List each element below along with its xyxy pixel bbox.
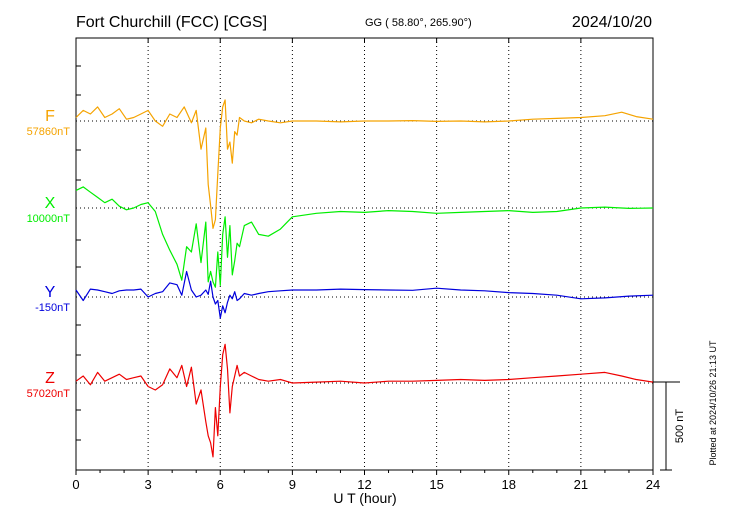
baseline-label-f: 57860nT [27, 126, 71, 138]
station-coordinates: GG ( 58.80°, 265.90°) [365, 17, 472, 29]
grid [147, 38, 582, 470]
x-tick-label: 21 [574, 477, 588, 492]
x-tick-label: 3 [145, 477, 152, 492]
series-line-x [75, 186, 654, 288]
series-name-z: Z [45, 370, 55, 387]
plotted-note: Plotted at 2024/10/26 21:13 UT [708, 340, 718, 466]
scale-bar-label: 500 nT [674, 409, 686, 444]
x-tick-label: 18 [502, 477, 516, 492]
series-name-f: F [45, 108, 55, 125]
x-axis-label: U T (hour) [333, 490, 396, 506]
baselines [76, 120, 653, 384]
baseline-label-x: 10000nT [27, 213, 71, 225]
series-name-x: X [45, 195, 56, 212]
chart-title: Fort Churchill (FCC) [CGS] [76, 14, 267, 31]
series-line-f [75, 99, 654, 229]
x-tick-label: 12 [357, 477, 371, 492]
chart-date: 2024/10/20 [572, 14, 652, 31]
x-tick-label: 15 [429, 477, 443, 492]
baseline-label-z: 57020nT [27, 388, 71, 400]
series-line-z [75, 343, 654, 458]
series-name-y: Y [45, 284, 56, 301]
series-lines [75, 99, 654, 458]
x-tick-label: 6 [217, 477, 224, 492]
x-tick-label: 9 [289, 477, 296, 492]
x-tick-label: 24 [646, 477, 660, 492]
series-line-y [75, 270, 654, 319]
baseline-label-y: -150nT [35, 302, 70, 314]
x-axis-ticks: 0 3 6 9 12 15 18 21 24 [72, 38, 660, 492]
scale-bar: 500 nT [653, 381, 686, 471]
x-tick-label: 0 [72, 477, 79, 492]
